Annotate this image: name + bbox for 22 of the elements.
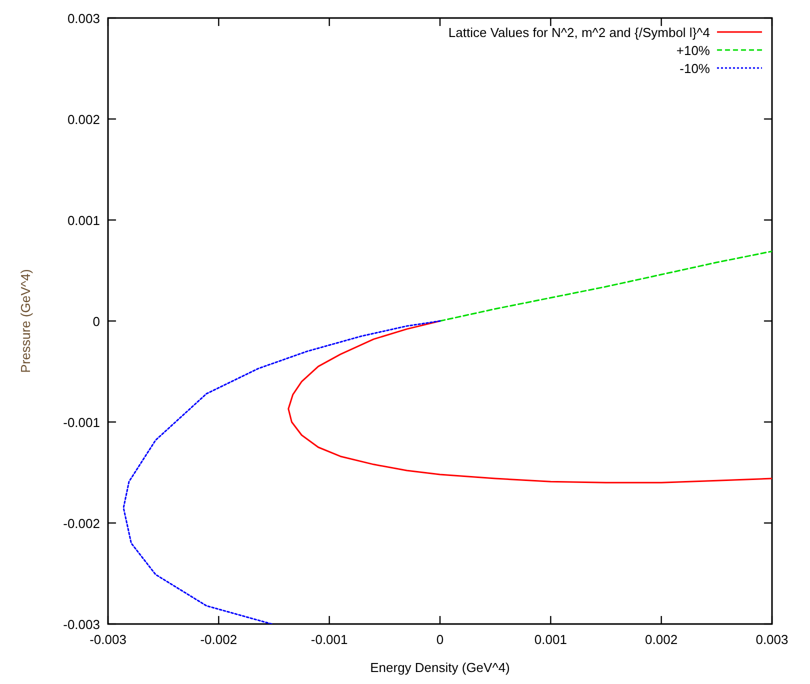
y-tick-label: 0.003	[67, 11, 100, 26]
line-series	[288, 320, 772, 484]
line-series	[122, 320, 441, 624]
x-tick-label: 0.001	[534, 632, 567, 647]
y-tick-label: -0.001	[63, 415, 100, 430]
legend-label: Lattice Values for N^2, m^2 and {/Symbol l}^4	[448, 25, 710, 40]
y-tick-label: -0.003	[63, 617, 100, 632]
x-tick-label: -0.001	[310, 632, 348, 647]
y-axis-title: Pressure (GeV^4)	[18, 269, 33, 373]
y-tick-label: 0.001	[67, 213, 100, 228]
legend-label: -10%	[680, 61, 710, 76]
y-tick-label: -0.002	[63, 516, 100, 531]
y-tick-label: 0	[92, 314, 100, 329]
x-tick-label: -0.002	[200, 632, 238, 647]
line-series	[439, 250, 772, 322]
x-tick-label: 0	[436, 632, 444, 647]
x-tick-label: -0.003	[90, 632, 126, 647]
legend-label: +10%	[676, 43, 710, 58]
y-tick-label: 0.002	[67, 112, 100, 127]
x-axis-title: Energy Density (GeV^4)	[370, 660, 510, 675]
x-tick-label: 0.002	[645, 632, 678, 647]
x-tick-label: 0.003	[756, 632, 788, 647]
